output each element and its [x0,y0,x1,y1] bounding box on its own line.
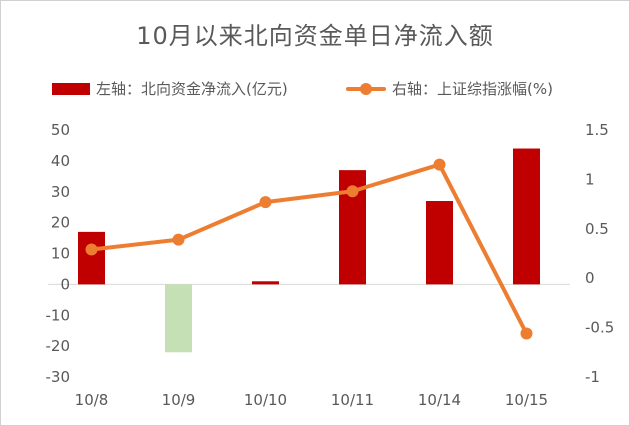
y-left-tick-label: 0 [60,275,70,293]
x-tick-label: 10/14 [418,391,461,409]
x-tick-label: 10/8 [75,391,109,409]
line-point [520,327,533,340]
x-tick-label: 10/15 [505,391,548,409]
y-right-tick-label: 0 [585,269,595,287]
legend-label-bar: 左轴：北向资金净流入(亿元) [96,80,288,98]
bar [513,148,540,285]
bar [78,231,105,285]
line-series [89,162,529,336]
y-right-tick-label: 0.5 [585,220,609,238]
y-right-tick-label: -0.5 [585,319,614,337]
line-point [259,196,272,209]
legend-swatch-bar [52,83,90,95]
legend-swatch-line [346,83,386,95]
line-point [346,185,359,198]
y-left-tick-label: -30 [46,368,71,386]
line-point [433,158,446,171]
chart-title: 10月以来北向资金单日净流入额 [136,22,494,50]
legend: 左轴：北向资金净流入(亿元) 右轴：上证综指涨幅(%) [0,78,630,100]
y-right-tick-label: -1 [585,368,600,386]
y-left-tick-label: 40 [51,152,70,170]
y-right-tick-label: 1.5 [585,121,609,139]
y-left-tick-label: 30 [51,183,70,201]
x-tick-label: 10/10 [244,391,287,409]
y-left-tick-label: 50 [51,121,70,139]
x-tick-label: 10/9 [162,391,196,409]
y-right-tick-label: 1 [585,170,595,188]
x-tick-label: 10/11 [331,391,374,409]
line-point [172,233,185,246]
bar [426,201,453,285]
y-left-tick-label: 20 [51,214,70,232]
bar [165,284,192,353]
y-left-tick-label: -10 [46,306,71,324]
y-left-tick-label: 10 [51,245,70,263]
line-point [85,243,98,256]
y-left-tick-label: -20 [46,337,71,355]
bar [252,281,279,285]
legend-label-line: 右轴：上证综指涨幅(%) [392,80,553,98]
